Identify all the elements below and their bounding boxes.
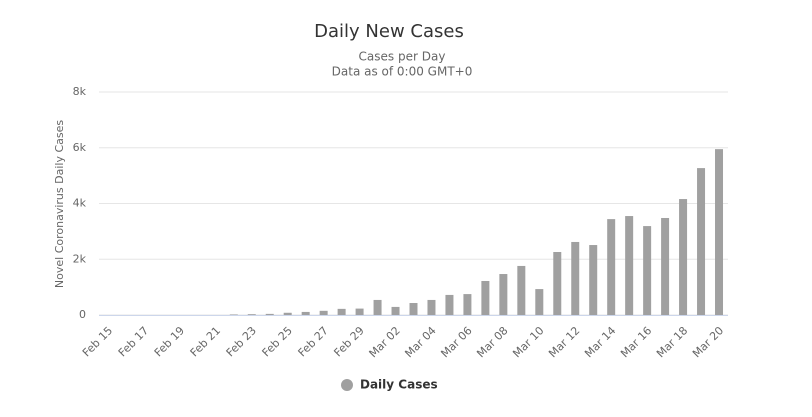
- bar: [697, 168, 706, 315]
- x-tick-label: Mar 12: [546, 324, 582, 360]
- bar: [679, 199, 688, 315]
- x-tick-label: Mar 08: [474, 324, 510, 360]
- bar: [319, 310, 328, 315]
- bar: [463, 294, 472, 315]
- x-tick-label: Mar 06: [438, 324, 474, 360]
- y-tick-label: 6k: [73, 141, 87, 154]
- x-tick-label: Feb 29: [331, 324, 366, 359]
- x-tick-label: Feb 19: [152, 324, 187, 359]
- bar: [553, 252, 562, 315]
- chart-title: Daily New Cases: [314, 21, 464, 42]
- bar: [409, 303, 418, 315]
- x-tick-label: Feb 23: [224, 324, 259, 359]
- legend-label: Daily Cases: [360, 378, 438, 392]
- y-tick-label: 8k: [73, 85, 87, 98]
- chart-subtitle: Data as of 0:00 GMT+0: [332, 65, 473, 79]
- bar: [229, 314, 238, 315]
- x-tick-label: Feb 25: [260, 324, 295, 359]
- bar: [301, 311, 310, 315]
- chart-subtitle: Cases per Day: [359, 50, 446, 64]
- bar: [607, 219, 616, 315]
- bar: [265, 313, 274, 315]
- y-axis-label: Novel Coronavirus Daily Cases: [53, 120, 66, 288]
- bar: [499, 274, 508, 315]
- x-tick-label: Mar 20: [690, 324, 726, 360]
- bar: [391, 306, 400, 315]
- bar: [373, 299, 382, 315]
- y-tick-label: 0: [79, 308, 86, 321]
- bar: [715, 149, 724, 315]
- x-tick-label: Feb 17: [116, 324, 151, 359]
- bar: [481, 280, 490, 315]
- bar: [355, 308, 364, 315]
- x-tick-label: Mar 04: [402, 324, 438, 360]
- bar: [625, 216, 634, 315]
- x-tick-label: Mar 18: [654, 324, 690, 360]
- x-tick-label: Feb 27: [296, 324, 331, 359]
- x-tick-label: Mar 10: [510, 324, 546, 360]
- y-tick-label: 2k: [73, 252, 87, 265]
- bar: [535, 289, 544, 315]
- x-tick-label: Mar 02: [367, 324, 403, 360]
- bar: [517, 265, 526, 315]
- x-tick-label: Mar 16: [618, 324, 654, 360]
- legend-marker: [341, 379, 353, 391]
- bar: [643, 226, 652, 315]
- bar: [283, 312, 292, 315]
- x-tick-label: Feb 21: [188, 324, 223, 359]
- y-tick-label: 4k: [73, 197, 87, 210]
- bar: [571, 241, 580, 315]
- bar: [661, 217, 670, 315]
- bar: [427, 299, 436, 315]
- x-tick-label: Mar 14: [582, 324, 618, 360]
- bar: [337, 308, 346, 315]
- bar: [247, 314, 256, 315]
- bar: [589, 245, 598, 315]
- x-tick-label: Feb 15: [80, 324, 115, 359]
- bar: [445, 294, 454, 315]
